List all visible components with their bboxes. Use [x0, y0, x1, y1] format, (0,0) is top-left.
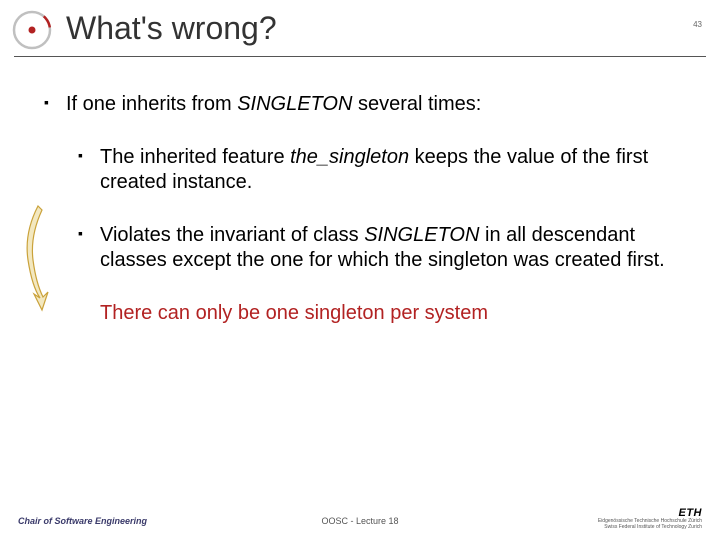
footer-right: ETH Eidgenössische Technische Hochschule…	[598, 507, 702, 530]
slide-title: What's wrong?	[66, 10, 277, 47]
bullet-level2: The inherited feature the_singleton keep…	[78, 145, 680, 195]
text: If one inherits from	[66, 93, 237, 115]
page-number: 43	[693, 20, 702, 29]
content: If one inherits from SINGLETON several t…	[44, 92, 680, 350]
emphasis: SINGLETON	[364, 224, 479, 246]
emphasis: the_singleton	[290, 146, 409, 168]
text: Violates the invariant of class	[100, 224, 364, 246]
emphasis-line: There can only be one singleton per syst…	[100, 301, 680, 326]
logo-icon	[10, 8, 54, 57]
bullet-level1: If one inherits from SINGLETON several t…	[44, 92, 680, 117]
header: What's wrong? 43	[0, 0, 720, 60]
bullet-level2: Violates the invariant of class SINGLETO…	[78, 223, 680, 273]
eth-subtitle: Swiss Federal Institute of Technology Zu…	[598, 525, 702, 531]
emphasis: SINGLETON	[237, 93, 352, 115]
text: The inherited feature	[100, 146, 290, 168]
title-divider	[14, 56, 706, 57]
text: several times:	[352, 93, 481, 115]
slide: What's wrong? 43 If one inherits from SI…	[0, 0, 720, 540]
